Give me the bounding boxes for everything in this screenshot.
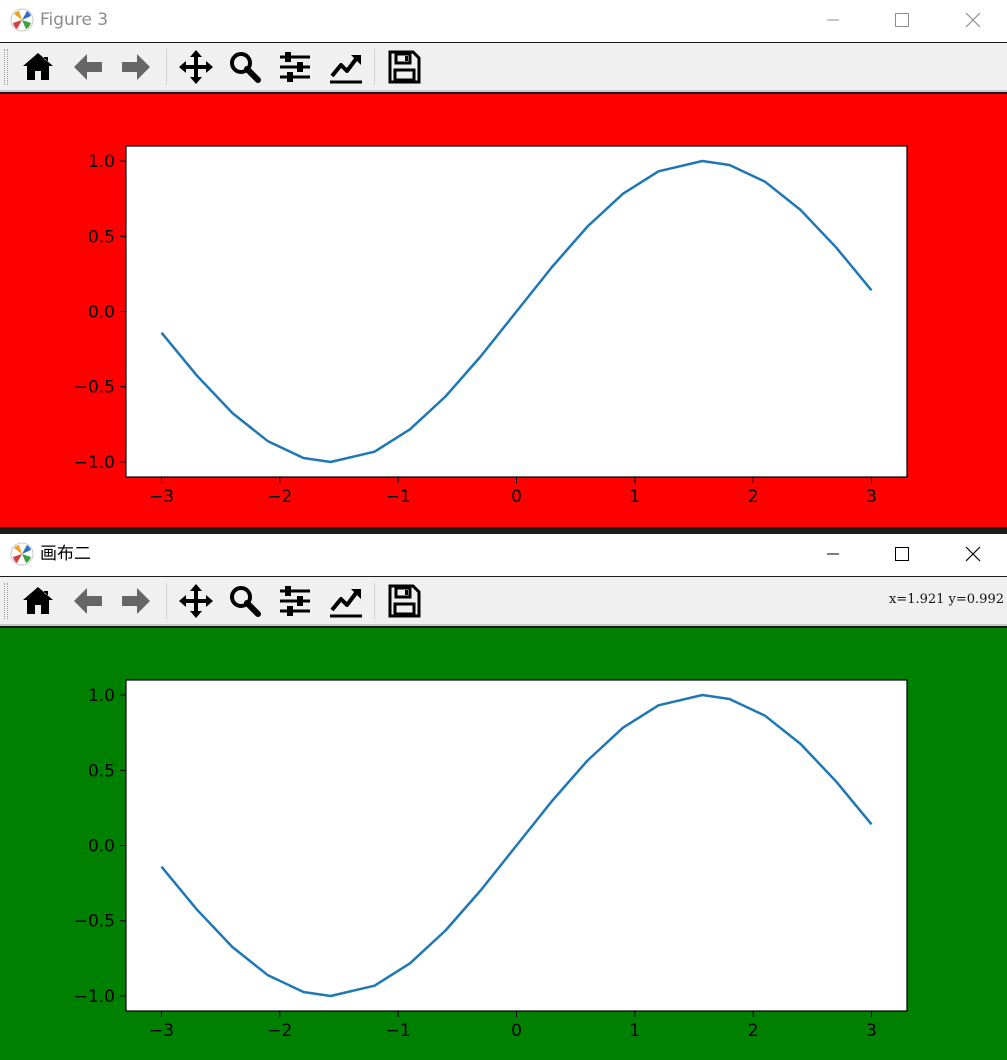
x-tick-label: 0	[511, 487, 522, 507]
window-title: Figure 3	[40, 10, 109, 30]
y-tick-label: 0.0	[88, 837, 115, 857]
series-line	[160, 693, 873, 998]
pan-icon	[179, 584, 213, 618]
figure-window-1: Figure 3 −3 −2 −1 0 1 2 3 −1.0 −0.5 0.0 0.5 1.0	[0, 0, 1007, 527]
zoom-icon	[227, 583, 263, 619]
series-line	[160, 159, 873, 464]
x-tick-label: −3	[149, 487, 174, 507]
configure-subplots-button[interactable]	[277, 583, 313, 619]
zoom-icon	[227, 49, 263, 85]
toolbar-grip[interactable]	[4, 583, 8, 619]
minimize-button[interactable]	[810, 534, 856, 574]
home-button[interactable]	[20, 583, 56, 619]
x-tick-label: −3	[149, 1021, 174, 1041]
edit-axis-button[interactable]	[328, 583, 364, 619]
x-tick-label: −1	[386, 1021, 411, 1041]
title-bar[interactable]: 画布二	[0, 534, 1007, 576]
line-chart: −3 −2 −1 0 1 2 3 −1.0 −0.5 0.0 0.5 1.0	[74, 679, 908, 1041]
home-button[interactable]	[20, 49, 56, 85]
forward-button[interactable]	[118, 49, 154, 85]
y-tick-label: −1.0	[74, 987, 115, 1007]
save-button[interactable]	[386, 49, 422, 85]
home-icon	[23, 53, 53, 80]
x-tick-label: −2	[267, 1021, 292, 1041]
minimize-icon	[827, 19, 839, 21]
y-tick-label: −0.5	[74, 378, 115, 398]
toolbar-grip[interactable]	[4, 49, 8, 85]
matplotlib-logo-icon	[10, 542, 34, 566]
toolbar-separator	[374, 583, 375, 619]
edit-axis-icon	[328, 53, 364, 84]
toolbar-separator	[166, 49, 167, 85]
home-icon	[23, 587, 53, 614]
x-tick-label: 2	[748, 1021, 759, 1041]
configure-subplots-icon	[278, 50, 312, 84]
close-button[interactable]	[950, 0, 996, 40]
pan-button[interactable]	[178, 583, 214, 619]
maximize-button[interactable]	[879, 534, 925, 574]
zoom-button[interactable]	[227, 583, 263, 619]
x-tick-label: 0	[511, 1021, 522, 1041]
back-button[interactable]	[70, 583, 106, 619]
back-button[interactable]	[70, 49, 106, 85]
matplotlib-logo-icon	[10, 8, 34, 32]
y-tick-label: −1.0	[74, 453, 115, 473]
pan-button[interactable]	[178, 49, 214, 85]
x-tick-label: 1	[629, 487, 640, 507]
navigation-toolbar: x=1.921 y=0.992	[0, 577, 1007, 626]
close-icon	[965, 12, 981, 28]
edit-axis-button[interactable]	[328, 49, 364, 85]
toolbar-separator	[374, 49, 375, 85]
y-tick-label: 0.0	[88, 303, 115, 323]
cursor-coordinates: x=1.921 y=0.992	[888, 592, 1004, 607]
y-tick-label: −0.5	[74, 912, 115, 932]
axes-frame	[125, 145, 908, 478]
y-tick-label: 0.5	[88, 761, 115, 781]
maximize-button[interactable]	[879, 0, 925, 40]
minimize-icon	[827, 553, 839, 555]
maximize-icon	[895, 547, 909, 561]
y-tick-label: 1.0	[88, 152, 115, 172]
close-icon	[965, 546, 981, 562]
configure-subplots-icon	[278, 584, 312, 618]
axes-frame	[125, 679, 908, 1012]
forward-icon	[122, 54, 150, 80]
window-title: 画布二	[40, 544, 91, 564]
back-icon	[74, 54, 102, 80]
line-chart: −3 −2 −1 0 1 2 3 −1.0 −0.5 0.0 0.5 1.0	[74, 145, 908, 507]
save-icon	[388, 50, 421, 84]
figure-window-2: 画布二 x=1.921 y=0.992 −3 −2 −1 0 1 2 3 −1.0 −0.5 0.…	[0, 534, 1007, 1060]
toolbar-separator	[166, 583, 167, 619]
x-tick-label: 1	[629, 1021, 640, 1041]
configure-subplots-button[interactable]	[277, 49, 313, 85]
x-tick-label: 3	[866, 487, 877, 507]
x-tick-label: 2	[748, 487, 759, 507]
x-tick-label: 3	[866, 1021, 877, 1041]
minimize-button[interactable]	[810, 0, 856, 40]
edit-axis-icon	[328, 587, 364, 618]
y-tick-label: 1.0	[88, 686, 115, 706]
x-tick-label: −2	[267, 487, 292, 507]
maximize-icon	[895, 13, 909, 27]
back-icon	[74, 588, 102, 614]
forward-icon	[122, 588, 150, 614]
figure-canvas[interactable]: −3 −2 −1 0 1 2 3 −1.0 −0.5 0.0 0.5 1.0	[0, 628, 1007, 1060]
figure-canvas[interactable]: −3 −2 −1 0 1 2 3 −1.0 −0.5 0.0 0.5 1.0	[0, 94, 1007, 527]
x-tick-label: −1	[386, 487, 411, 507]
save-icon	[388, 584, 421, 618]
y-tick-label: 0.5	[88, 227, 115, 247]
save-button[interactable]	[386, 583, 422, 619]
zoom-button[interactable]	[227, 49, 263, 85]
navigation-toolbar	[0, 43, 1007, 92]
forward-button[interactable]	[118, 583, 154, 619]
close-button[interactable]	[950, 534, 996, 574]
pan-icon	[179, 50, 213, 84]
title-bar[interactable]: Figure 3	[0, 0, 1007, 42]
